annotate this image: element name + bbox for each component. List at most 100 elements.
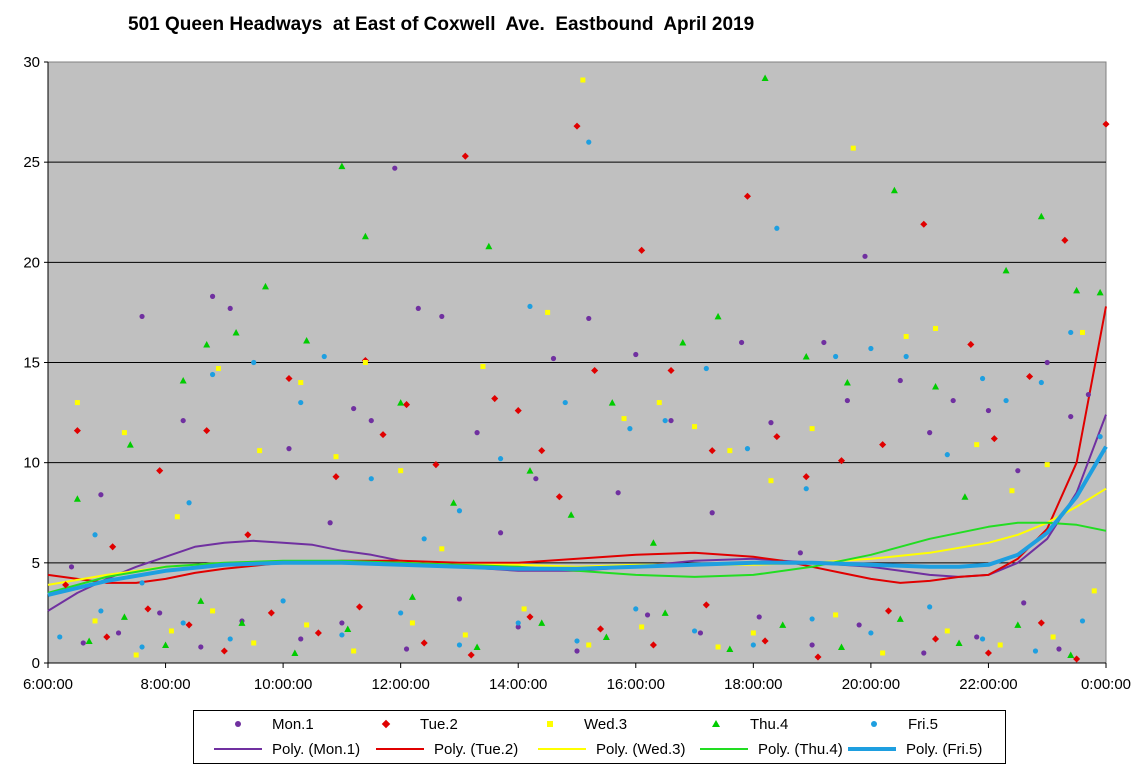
data-point	[574, 648, 580, 654]
legend-item-poly-mon1: Poly. (Mon.1)	[208, 738, 360, 760]
data-point	[1056, 646, 1062, 652]
data-point	[368, 417, 374, 424]
legend-label-poly-wed3: Poly. (Wed.3)	[596, 740, 686, 758]
data-point	[62, 581, 70, 589]
trendline-poly-tue-2-	[47, 306, 1107, 584]
data-point	[521, 606, 527, 612]
data-point	[398, 610, 404, 616]
data-point	[203, 340, 211, 348]
data-point	[362, 360, 368, 365]
data-point	[244, 531, 252, 539]
data-point	[984, 649, 992, 657]
legend-marker-mon1	[235, 721, 241, 727]
data-point	[351, 405, 357, 412]
data-point	[668, 417, 674, 424]
data-point	[286, 446, 292, 452]
data-point	[174, 514, 180, 520]
legend-line-fri5	[848, 747, 896, 751]
data-point	[979, 375, 986, 382]
data-point	[103, 633, 111, 641]
data-point	[1068, 329, 1074, 336]
legend-item-thu4: Thu.4	[686, 713, 788, 735]
data-point	[884, 607, 893, 615]
data-point	[802, 473, 810, 481]
data-point	[602, 633, 610, 640]
data-point	[139, 580, 145, 586]
x-tick-label: 12:00:00	[371, 676, 429, 693]
data-point	[1079, 618, 1086, 624]
legend-label-poly-mon1: Poly. (Mon.1)	[272, 740, 361, 758]
y-tick-label: 10	[23, 455, 40, 472]
data-point	[162, 641, 170, 648]
data-point	[649, 641, 657, 649]
data-point	[73, 427, 81, 435]
data-point	[639, 624, 645, 630]
data-point	[432, 461, 440, 469]
data-point	[1085, 391, 1091, 398]
data-point	[768, 478, 774, 484]
data-point	[1091, 588, 1097, 594]
data-point	[856, 622, 862, 628]
data-point	[744, 446, 751, 452]
data-point	[802, 352, 810, 360]
legend-item-tue2: Tue.2	[356, 713, 458, 735]
data-point	[750, 642, 756, 648]
data-point	[596, 625, 605, 633]
data-point	[903, 353, 909, 360]
data-point	[1067, 651, 1075, 658]
data-point	[115, 630, 122, 636]
data-point	[450, 499, 458, 506]
data-point	[633, 606, 639, 612]
data-point	[562, 399, 568, 406]
data-point	[527, 303, 533, 310]
x-tick-label: 22:00:00	[959, 676, 1017, 693]
legend-line-tue2	[376, 748, 424, 750]
data-point	[890, 186, 898, 194]
series-wed3	[74, 77, 1097, 658]
legend-marker-wed3	[547, 721, 553, 727]
data-point	[397, 399, 405, 406]
x-tick-label: 16:00:00	[607, 676, 665, 693]
data-point	[714, 312, 722, 320]
data-point	[837, 457, 846, 465]
data-point	[1097, 434, 1103, 440]
legend-marker-thu4	[712, 720, 720, 727]
data-point	[667, 366, 675, 375]
data-point	[821, 339, 827, 346]
y-tick-label: 25	[23, 154, 40, 171]
data-point	[139, 644, 145, 650]
data-point	[1044, 462, 1050, 468]
data-point	[932, 635, 940, 643]
data-point	[157, 610, 163, 616]
legend-label-tue2: Tue.2	[420, 715, 458, 733]
data-point	[809, 426, 815, 432]
data-point	[85, 637, 93, 644]
data-point	[120, 613, 128, 620]
series-fri5	[57, 139, 1103, 654]
data-point	[573, 122, 581, 130]
data-point	[638, 246, 646, 254]
data-point	[979, 636, 986, 642]
data-point	[439, 313, 445, 320]
data-point	[491, 395, 499, 403]
data-point	[692, 424, 698, 430]
data-point	[144, 605, 152, 613]
data-point	[897, 377, 903, 384]
data-point	[304, 622, 310, 628]
data-point	[227, 636, 233, 642]
data-point	[985, 407, 992, 414]
x-tick-label: 18:00:00	[724, 676, 782, 693]
data-point	[474, 430, 480, 436]
data-point	[709, 510, 715, 516]
data-points	[57, 74, 1110, 663]
legend-marker-fri5	[871, 721, 877, 727]
data-point	[927, 604, 933, 610]
data-point	[621, 416, 627, 422]
data-point	[833, 612, 839, 618]
data-point	[303, 336, 311, 344]
data-point	[485, 242, 493, 250]
data-point	[833, 353, 839, 360]
data-point	[586, 315, 592, 322]
data-point	[1003, 397, 1009, 404]
data-point	[761, 74, 769, 82]
